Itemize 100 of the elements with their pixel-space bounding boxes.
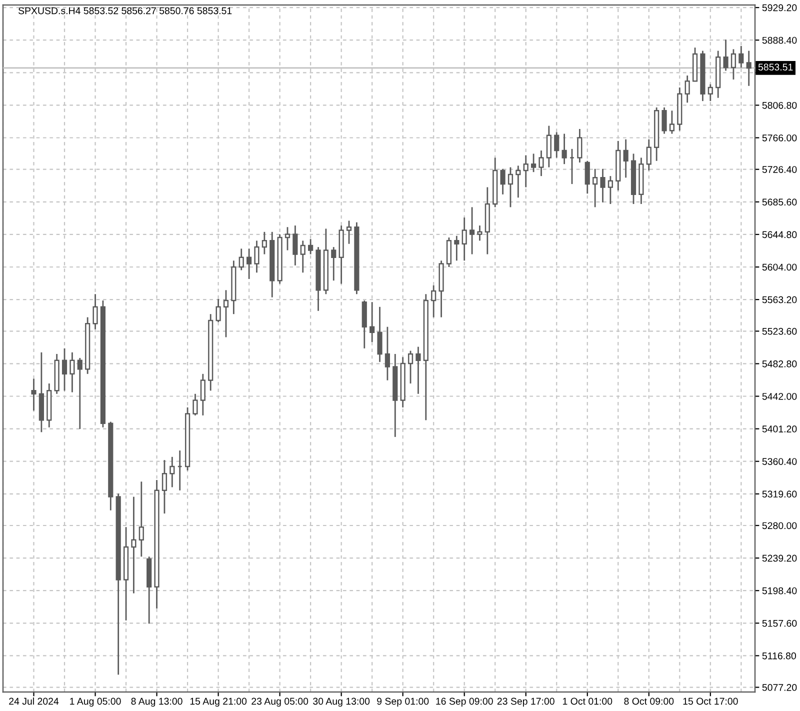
candlestick (392, 353, 398, 438)
candlestick (270, 231, 275, 298)
candlestick (523, 154, 528, 188)
candlestick (584, 160, 590, 194)
candlestick (662, 106, 667, 134)
candlestick (300, 240, 306, 274)
candlestick (31, 378, 36, 412)
candlestick (616, 140, 621, 192)
candlestick (654, 106, 660, 162)
candlestick (131, 496, 136, 594)
y-tick-label: 5198.40 (762, 587, 797, 594)
candlestick (384, 326, 390, 381)
candlestick (154, 479, 160, 610)
candlestick (238, 248, 244, 271)
candlestick (377, 306, 382, 363)
candlestick (462, 216, 467, 262)
x-tick-label: 30 Aug 13:00 (313, 698, 370, 707)
x-tick-label: 24 Jul 2024 (9, 698, 59, 705)
candlestick (292, 224, 298, 266)
candlestick (123, 526, 129, 622)
candlestick (70, 352, 75, 393)
candlestick (262, 231, 267, 255)
candlestick (577, 128, 582, 164)
candlestick (677, 86, 682, 132)
candlestick (646, 138, 652, 172)
candlestick (231, 260, 236, 315)
y-tick-label: 5239.20 (762, 554, 797, 562)
y-tick-label: 5280.00 (762, 522, 797, 530)
candlestick (38, 352, 44, 433)
y-tick-label: 5604.00 (762, 264, 797, 271)
candlestick (277, 234, 282, 284)
candlestick (546, 125, 552, 168)
candlestick (500, 168, 506, 196)
candlestick (492, 157, 498, 208)
candlestick (108, 421, 114, 512)
candlestick (223, 289, 229, 338)
candlestick (46, 382, 52, 428)
candlestick (438, 260, 444, 318)
candlestick (338, 224, 344, 284)
x-tick-label: 23 Aug 05:00 (252, 698, 308, 707)
candlestick (146, 556, 152, 624)
candlestick (554, 131, 560, 158)
y-tick-label: 5766.00 (762, 134, 797, 142)
candlestick (416, 346, 421, 395)
candlestick (738, 45, 744, 68)
candlestick (423, 293, 428, 421)
y-tick-label: 5726.40 (762, 166, 797, 173)
x-tick-label: 8 Aug 13:00 (131, 698, 182, 707)
candlestick (431, 284, 436, 318)
x-tick-label: 9 Sep 01:00 (377, 698, 429, 707)
candlestick (723, 38, 728, 72)
y-tick-label: 5077.20 (762, 684, 797, 691)
candlestick (85, 316, 90, 375)
candlestick (708, 84, 713, 102)
candlestick (562, 133, 567, 165)
candlestick (400, 356, 406, 408)
candlestick (162, 459, 168, 514)
y-tick-label: 5685.60 (762, 198, 797, 206)
candlestick (316, 246, 321, 312)
candlestick (638, 157, 644, 205)
y-tick-label: 5929.20 (762, 4, 797, 12)
candlestick (477, 224, 482, 242)
x-tick-label: 15 Oct 17:00 (683, 698, 738, 705)
y-tick-label: 5401.20 (762, 426, 797, 432)
y-tick-label: 5806.80 (762, 102, 797, 109)
candlestick (469, 206, 475, 255)
candlestick (192, 393, 198, 416)
x-tick-label: 1 Aug 05:00 (70, 698, 121, 707)
candlestick (77, 357, 82, 430)
candlestick (623, 138, 628, 178)
candlestick (200, 373, 206, 416)
y-tick-label: 5157.60 (762, 620, 797, 627)
y-tick-label: 5482.80 (762, 360, 797, 368)
candlestick (362, 300, 367, 350)
candlestick (608, 175, 613, 205)
candlestick (516, 164, 521, 198)
candlestick (370, 301, 375, 343)
candlestick (92, 293, 98, 330)
candlestick (138, 480, 144, 558)
ref-line-label: 5853.51 (758, 64, 793, 71)
y-tick-label: 5442.00 (762, 392, 797, 400)
x-tick-label: 23 Sep 17:00 (497, 698, 554, 707)
y-tick-label: 5563.20 (762, 296, 797, 304)
y-tick-label: 5523.60 (762, 328, 797, 335)
candlestick (254, 240, 260, 274)
candlestick (538, 150, 544, 177)
candlestick (600, 168, 606, 204)
y-tick-label: 5116.80 (762, 652, 796, 660)
candlestick (592, 168, 598, 208)
y-tick-label: 5644.80 (762, 231, 797, 238)
x-tick-label: 16 Sep 09:00 (436, 698, 493, 707)
candlestick (354, 222, 360, 295)
x-tick-label: 15 Aug 21:00 (190, 698, 247, 707)
chart-title: SPXUSD.s.H4 5853.52 5856.27 5850.76 5853.51 (18, 7, 232, 14)
candlestick (331, 246, 336, 282)
candlestick (454, 235, 460, 262)
y-tick-label: 5319.60 (762, 490, 797, 498)
candlestick (484, 186, 490, 255)
x-tick-label: 8 Oct 09:00 (624, 698, 674, 705)
candlestick (208, 313, 214, 392)
